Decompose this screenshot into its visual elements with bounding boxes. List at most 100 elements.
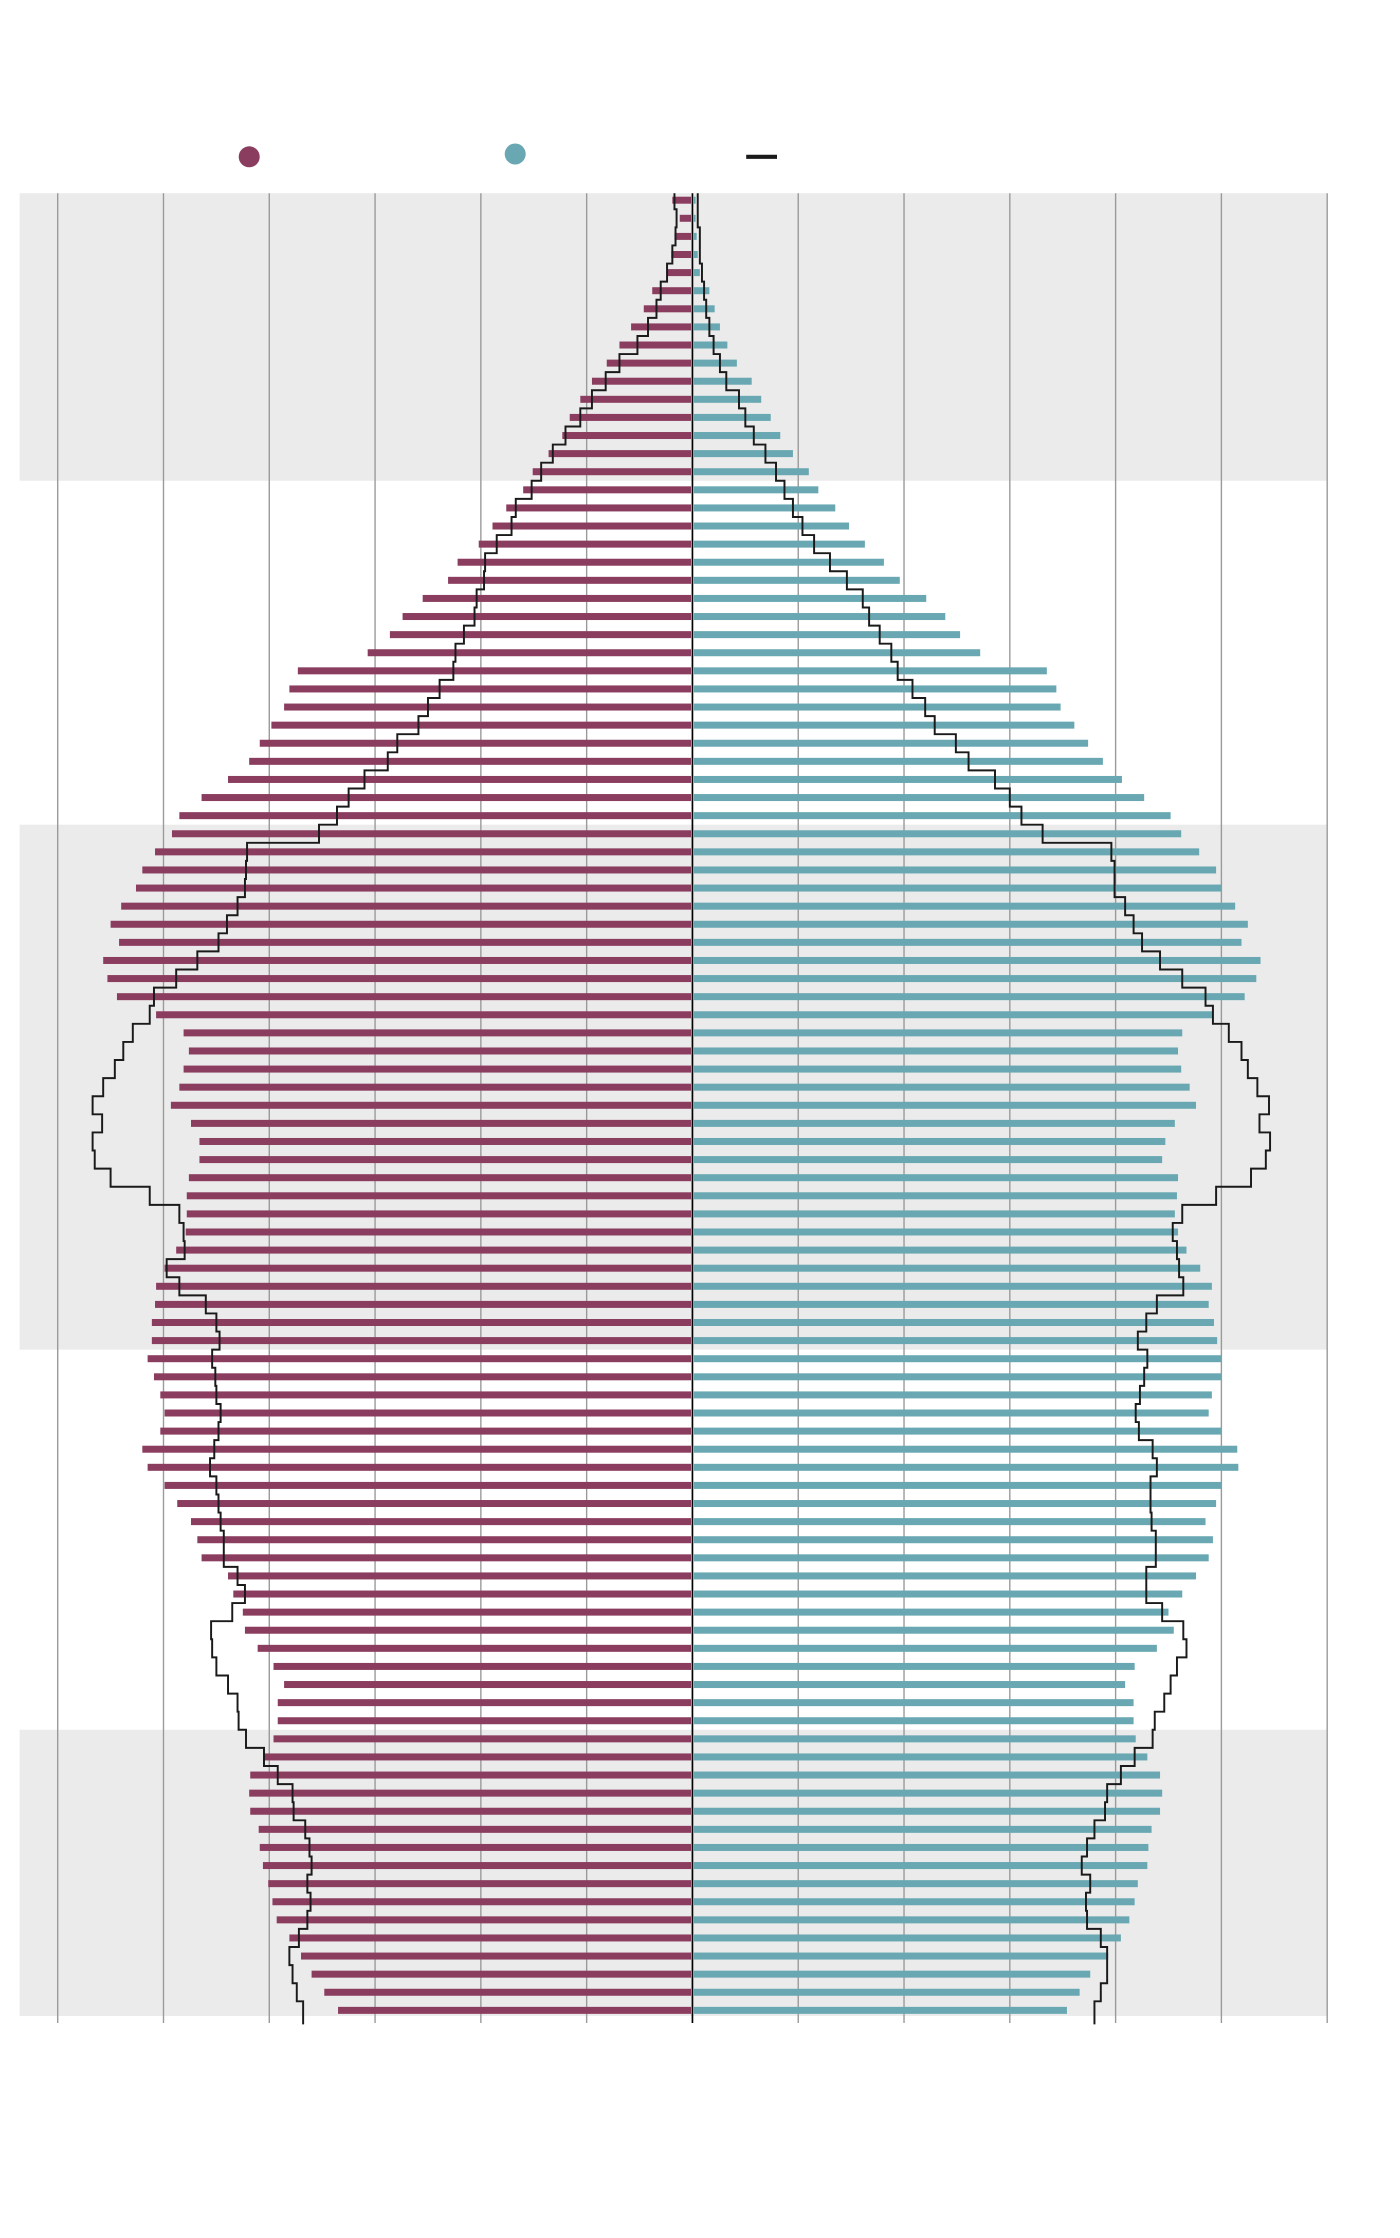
- left-bar: [389, 631, 692, 639]
- right-bar: [693, 1753, 1148, 1761]
- bars: [103, 196, 1261, 2014]
- right-bar: [693, 1644, 1157, 1652]
- left-bar: [250, 1807, 692, 1815]
- right-bar: [693, 1427, 1222, 1435]
- left-bar: [402, 613, 692, 621]
- right-bar: [693, 1807, 1161, 1815]
- right-bar: [693, 1536, 1213, 1544]
- left-bar: [228, 1572, 692, 1580]
- left-bar: [277, 1717, 692, 1725]
- right-bar: [693, 902, 1236, 910]
- left-bar: [674, 232, 692, 240]
- left-bar: [142, 1445, 692, 1453]
- right-bar: [693, 594, 927, 602]
- right-bar: [693, 1337, 1218, 1345]
- left-bar: [338, 2006, 692, 2014]
- right-bar: [693, 920, 1248, 928]
- left-bar: [201, 1554, 692, 1562]
- right-bar: [693, 1264, 1201, 1272]
- left-bar: [643, 305, 692, 313]
- right-bar: [693, 1047, 1179, 1055]
- left-bar: [262, 1862, 692, 1870]
- right-bar: [693, 703, 1061, 711]
- left-bar: [188, 1047, 692, 1055]
- left-outline: [91, 193, 678, 2025]
- right-bar: [693, 305, 715, 313]
- right-bar: [693, 1970, 1091, 1978]
- left-bar: [155, 1300, 692, 1308]
- left-bar: [164, 1264, 692, 1272]
- left-bar: [631, 323, 692, 331]
- left-bar: [324, 1988, 692, 1996]
- left-bar: [171, 830, 692, 838]
- left-bar: [523, 486, 692, 494]
- left-bar: [190, 1518, 692, 1526]
- left-bar: [284, 1681, 692, 1689]
- left-bar: [242, 1608, 692, 1616]
- right-bar: [693, 1391, 1212, 1399]
- right-bar: [693, 1481, 1222, 1489]
- left-bar: [160, 1391, 692, 1399]
- right-bar: [693, 1825, 1152, 1833]
- right-bar: [693, 1065, 1182, 1073]
- right-bar: [693, 1246, 1187, 1254]
- right-bar: [693, 631, 961, 639]
- left-bar: [249, 1789, 692, 1797]
- left-bar: [228, 775, 692, 783]
- right-bar: [693, 1735, 1136, 1743]
- right-bar: [693, 1916, 1130, 1924]
- left-bar: [142, 866, 692, 874]
- left-bar: [116, 993, 692, 1001]
- right-bar: [693, 432, 781, 440]
- right-bar: [693, 1119, 1175, 1127]
- right-bar: [693, 1518, 1206, 1526]
- right-bar: [693, 1681, 1126, 1689]
- left-bar: [492, 522, 692, 530]
- left-bar: [156, 1282, 692, 1290]
- right-bar: [693, 269, 700, 277]
- right-bar: [693, 1137, 1166, 1145]
- left-bar: [271, 721, 692, 729]
- right-bar: [693, 1717, 1134, 1725]
- right-bar: [693, 1590, 1183, 1598]
- left-bar: [107, 975, 692, 983]
- right-bar: [693, 413, 771, 421]
- left-bar: [457, 558, 692, 566]
- right-bar: [693, 757, 1103, 765]
- left-bar: [119, 938, 692, 946]
- left-bar: [170, 1101, 692, 1109]
- left-bar: [164, 1481, 692, 1489]
- right-bar: [693, 504, 836, 512]
- right-bar: [693, 1355, 1222, 1363]
- left-bar: [289, 1934, 692, 1942]
- right-bar: [693, 794, 1145, 802]
- left-bar: [580, 395, 692, 403]
- right-bar: [693, 812, 1171, 820]
- left-bar: [273, 1735, 692, 1743]
- left-bar: [183, 1065, 692, 1073]
- left-bar: [151, 1337, 692, 1345]
- right-bar: [693, 1101, 1197, 1109]
- left-bar: [259, 739, 692, 747]
- left-bar: [177, 1500, 692, 1508]
- left-bar: [289, 685, 692, 693]
- left-bar: [244, 1626, 692, 1634]
- right-bar: [693, 1174, 1179, 1182]
- left-bar: [548, 450, 692, 458]
- left-bar: [179, 812, 692, 820]
- right-bar: [693, 214, 696, 222]
- left-bar: [176, 1246, 692, 1254]
- right-bar: [693, 884, 1222, 892]
- left-bar: [250, 1771, 692, 1779]
- right-bar: [693, 558, 884, 566]
- left-bar: [273, 1662, 692, 1670]
- right-bar: [693, 993, 1245, 1001]
- left-bar: [233, 1590, 692, 1598]
- left-bar: [272, 1898, 692, 1906]
- right-bar: [693, 1608, 1169, 1616]
- right-bar: [693, 232, 697, 240]
- left-bar: [284, 703, 692, 711]
- right-bar: [693, 251, 698, 259]
- right-bar: [693, 830, 1182, 838]
